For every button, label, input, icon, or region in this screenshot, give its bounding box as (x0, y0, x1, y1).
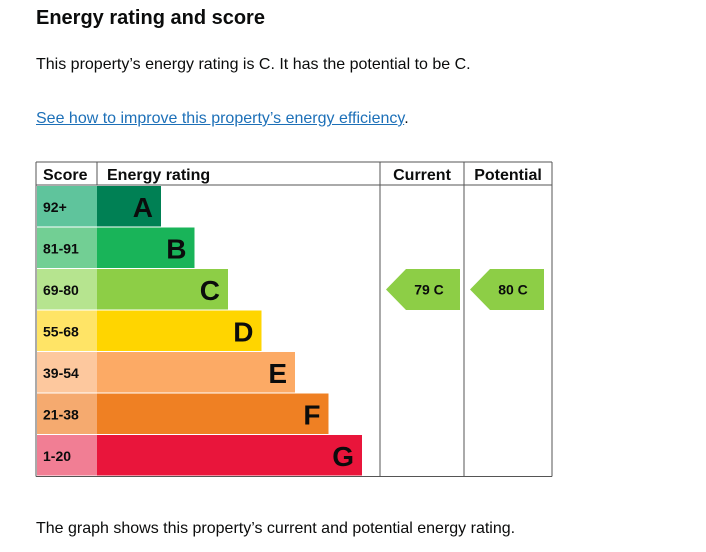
chart-grid (35, 161, 553, 477)
rating-bar-g (97, 435, 362, 476)
rating-bar-d (97, 310, 262, 351)
score-cell-c (37, 269, 98, 310)
potential-rating-label: 80 C (498, 282, 528, 298)
score-cell-e (37, 352, 98, 393)
rating-bar-b (97, 227, 195, 268)
rating-bands: 92+ A 81-91 B 69-80 C 55-68 D 39-54 E 21-38 F 1-20 G (37, 186, 362, 476)
score-label-f: 21-38 (43, 406, 79, 422)
score-cell-f (37, 393, 98, 434)
improve-link-line: See how to improve this property’s energ… (36, 110, 409, 128)
rating-bar-f (97, 393, 329, 434)
rating-indicators: 79 C 80 C (386, 269, 544, 310)
header-energy-rating: Energy rating (107, 167, 210, 184)
score-label-a: 92+ (43, 199, 67, 215)
rating-letter-d: D (233, 316, 253, 347)
potential-arrow (470, 269, 544, 310)
page-title: Energy rating and score (36, 7, 265, 29)
rating-letter-b: B (166, 233, 186, 264)
rating-letter-e: E (268, 358, 287, 389)
rating-letter-f: F (303, 399, 320, 430)
score-label-e: 39-54 (43, 365, 79, 381)
link-suffix: . (404, 110, 409, 127)
current-arrow (386, 269, 460, 310)
score-label-c: 69-80 (43, 282, 79, 298)
score-cell-g (37, 435, 98, 476)
rating-bar-a (97, 186, 161, 227)
score-cell-a (37, 186, 98, 227)
header-score: Score (43, 167, 88, 184)
rating-letter-g: G (332, 441, 354, 472)
score-cell-b (37, 227, 98, 268)
score-cell-d (37, 310, 98, 351)
header-potential: Potential (474, 167, 542, 184)
rating-letter-c: C (200, 275, 220, 306)
chart-caption: The graph shows this property’s current … (36, 520, 516, 537)
current-rating-label: 79 C (414, 282, 444, 298)
score-label-b: 81-91 (43, 240, 79, 256)
improve-efficiency-link[interactable]: See how to improve this property’s energ… (36, 110, 405, 127)
score-label-d: 55-68 (43, 323, 79, 339)
rating-bar-e (97, 352, 295, 393)
header-current: Current (393, 167, 451, 184)
rating-bar-c (97, 269, 228, 310)
rating-letter-a: A (133, 192, 153, 223)
rating-summary: This property’s energy rating is C. It h… (36, 56, 471, 73)
score-label-g: 1-20 (43, 448, 71, 464)
